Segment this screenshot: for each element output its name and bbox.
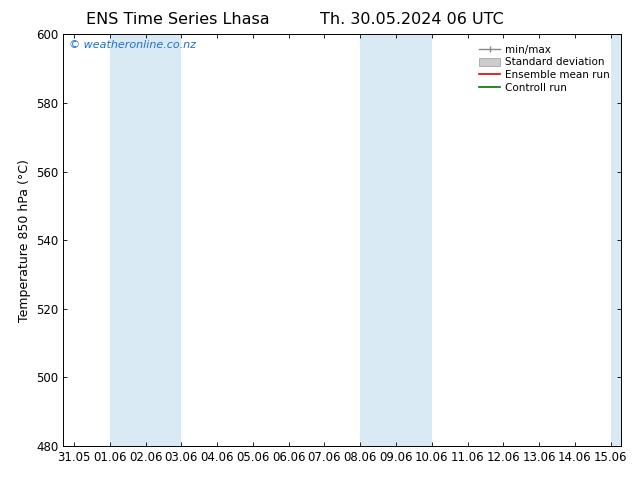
Y-axis label: Temperature 850 hPa (°C): Temperature 850 hPa (°C)	[18, 159, 30, 321]
Bar	[611, 34, 628, 446]
Bar	[360, 34, 432, 446]
Text: ENS Time Series Lhasa: ENS Time Series Lhasa	[86, 12, 269, 27]
Text: Th. 30.05.2024 06 UTC: Th. 30.05.2024 06 UTC	[320, 12, 504, 27]
Text: © weatheronline.co.nz: © weatheronline.co.nz	[69, 41, 196, 50]
Legend: min/max, Standard deviation, Ensemble mean run, Controll run: min/max, Standard deviation, Ensemble me…	[476, 42, 613, 96]
Bar	[110, 34, 181, 446]
